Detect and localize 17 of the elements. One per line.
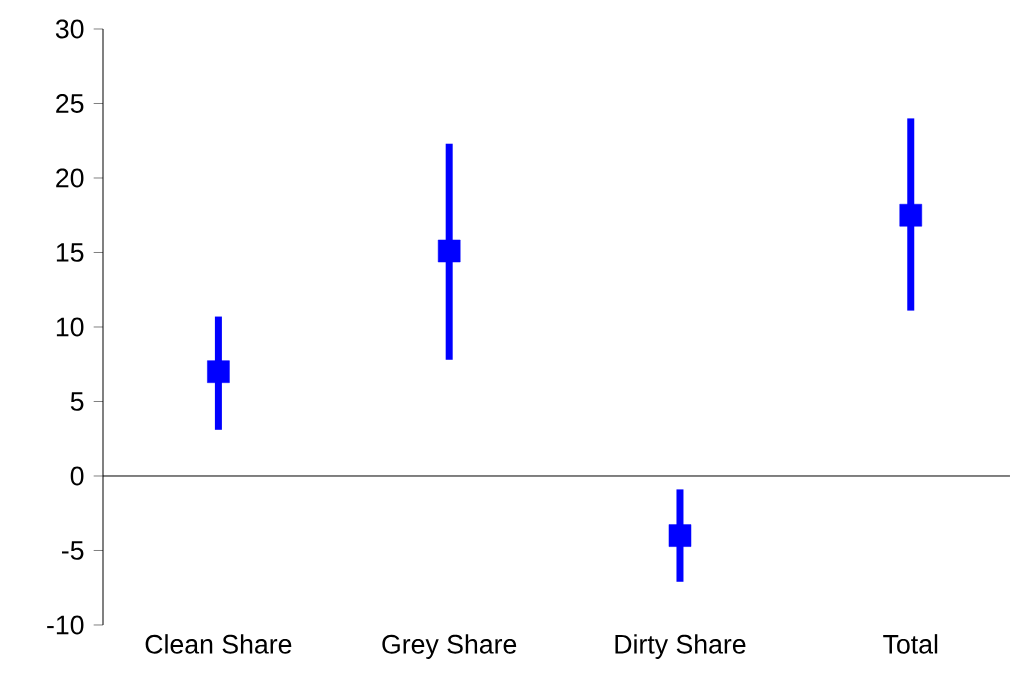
x-tick-label: Total xyxy=(883,634,938,654)
point xyxy=(207,360,230,383)
y-tick-label: 25 xyxy=(56,94,84,113)
x-tick-label: Grey Share xyxy=(382,634,517,659)
y-tick-label: 15 xyxy=(56,243,84,262)
x-tick-label: Dirty Share xyxy=(615,634,746,659)
y-tick-label: -10 xyxy=(47,615,84,635)
y-tick-label: -5 xyxy=(62,541,84,560)
y-tick-label: 0 xyxy=(70,466,84,486)
point xyxy=(437,239,461,263)
y-tick-label: 20 xyxy=(56,168,84,188)
y-tick-label: 10 xyxy=(56,317,84,337)
x-tick-label: Clean Share xyxy=(145,634,292,654)
y-tick-label: 30 xyxy=(55,19,84,39)
point xyxy=(668,524,692,547)
point xyxy=(899,203,923,227)
y-tick-label: 5 xyxy=(70,392,84,411)
